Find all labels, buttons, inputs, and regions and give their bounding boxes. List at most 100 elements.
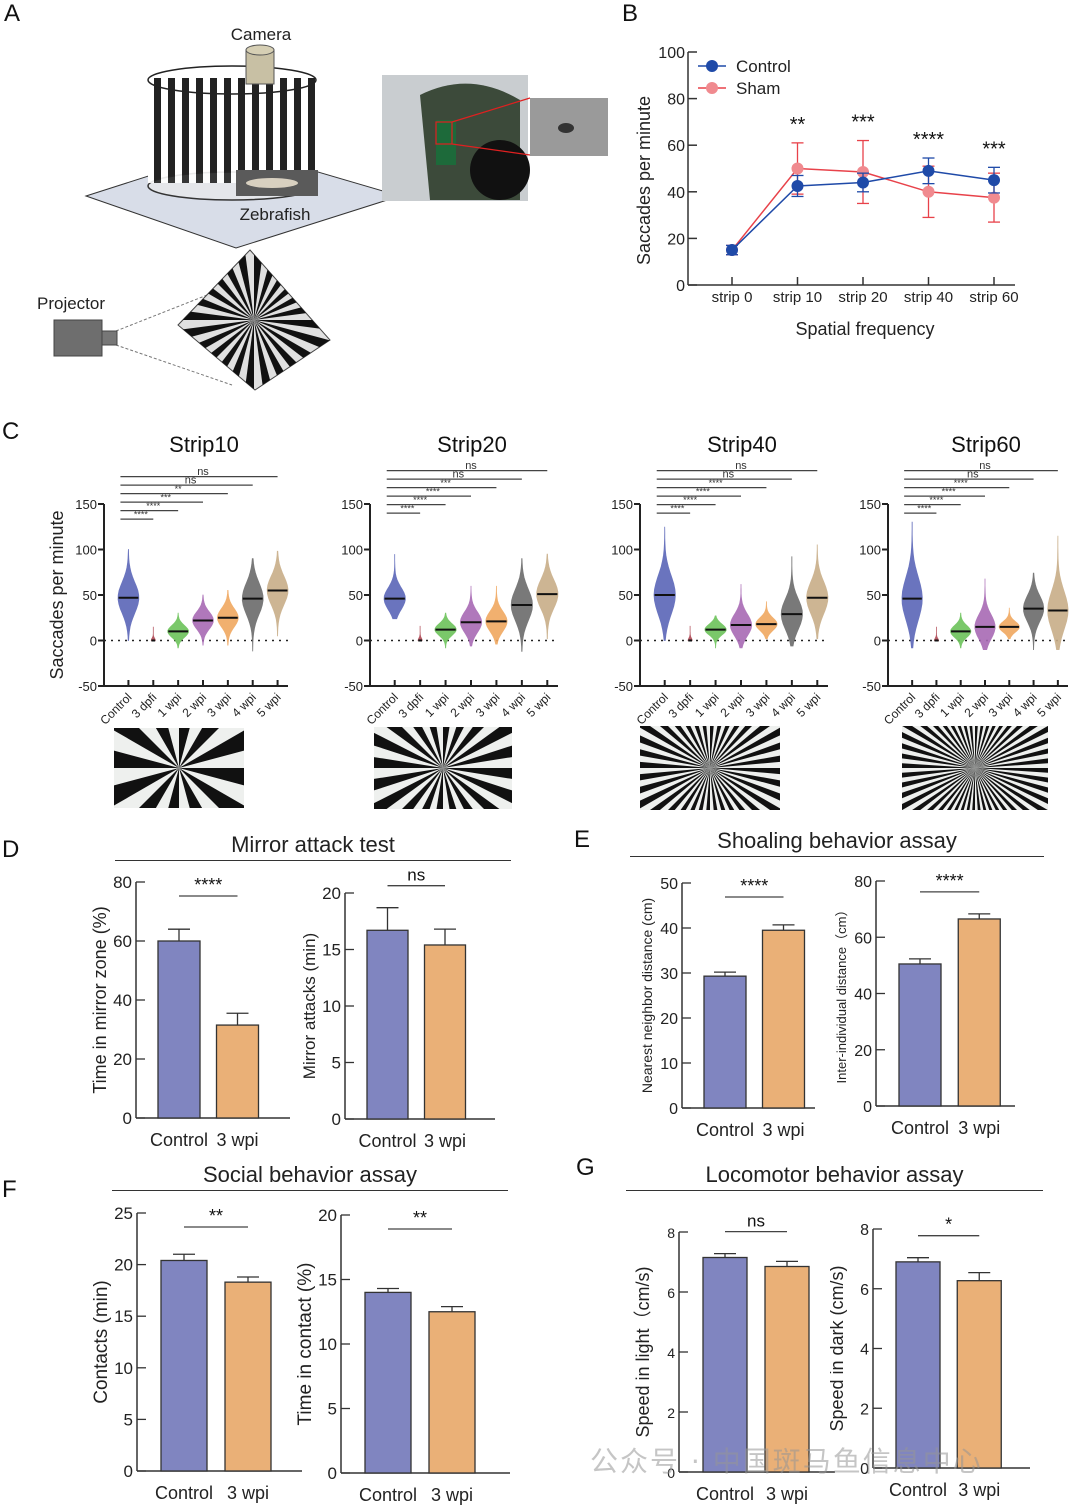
- bar-chart-inter-individual: 0 20 40 60 80 Inter-individual distance（cm） Co…: [834, 871, 1015, 1138]
- comparison-label: ****: [146, 501, 161, 511]
- panel-letter-e: E: [574, 826, 591, 853]
- y-tick-label: 50: [619, 588, 633, 603]
- comparison-label: ns: [967, 469, 979, 481]
- significance-label: ****: [740, 876, 768, 896]
- grating-ray: [902, 768, 975, 799]
- section-title-mirror-attack: Mirror attack test: [115, 832, 511, 861]
- comparison-label: ****: [917, 504, 932, 514]
- y-tick-label: 10: [322, 997, 341, 1016]
- x-tick-label: 3 wpi: [473, 690, 503, 720]
- violin-control: [117, 549, 140, 641]
- y-tick-label: 15: [114, 1307, 133, 1326]
- y-axis-title: Inter-individual distance（cm）: [834, 904, 849, 1084]
- comparison-label: ****: [670, 504, 685, 514]
- bar-3-wpi: [764, 1265, 810, 1473]
- y-tick-label: 20: [114, 1256, 133, 1275]
- legend-marker: [706, 60, 718, 72]
- y-tick-label: 0: [124, 1462, 133, 1481]
- y-tick-label: 15: [318, 1271, 337, 1290]
- x-tick-label: 5 wpi: [524, 690, 554, 720]
- setup-schematic: Camera Zebrafish Projector: [37, 25, 608, 391]
- y-tick-label: 6: [667, 1285, 675, 1301]
- grating-ray: [443, 768, 512, 804]
- y-axis-title: Contacts (min): [91, 1280, 112, 1404]
- y-tick-label: 40: [854, 987, 872, 1004]
- grating-ray: [139, 768, 179, 808]
- y-tick-label: 60: [113, 932, 132, 951]
- grating-ray: [960, 768, 975, 810]
- violin-4-wpi: [780, 556, 803, 647]
- y-tick-label: 0: [332, 1110, 341, 1129]
- data-point: [791, 179, 804, 192]
- chart-title: Strip20: [437, 432, 507, 457]
- y-tick-label: -50: [344, 679, 363, 694]
- legend-label: Sham: [736, 79, 780, 98]
- y-tick-label: 50: [83, 588, 97, 603]
- y-tick-label: 40: [113, 991, 132, 1010]
- x-tick-label: 2 wpi: [717, 690, 747, 720]
- violin-2-wpi: [729, 584, 753, 649]
- y-tick-label: 2: [667, 1405, 675, 1421]
- grating-ray: [640, 768, 710, 809]
- comparison-label: ***: [160, 493, 171, 503]
- comparison-label: ****: [426, 487, 441, 497]
- violin-control: [653, 526, 676, 641]
- x-tick-label: strip 40: [904, 289, 953, 306]
- grating-ray: [975, 768, 1048, 810]
- grating-ray: [975, 726, 984, 768]
- x-tick-label: 1 wpi: [155, 690, 185, 720]
- comparison-label: ns: [735, 460, 747, 472]
- y-tick-label: 100: [859, 543, 881, 558]
- x-tick-label: 3 dpfi: [912, 690, 943, 721]
- comparison-label: ****: [954, 478, 969, 488]
- y-tick-label: 10: [318, 1335, 337, 1354]
- grating-ray: [413, 727, 443, 768]
- comparison-label: **: [175, 484, 183, 494]
- x-axis-title: Spatial frequency: [795, 319, 934, 339]
- x-tick-label: strip 60: [969, 289, 1018, 306]
- y-tick-label: 5: [328, 1400, 337, 1419]
- data-point: [857, 176, 869, 189]
- section-title-locomotor: Locomotor behavior assay: [626, 1162, 1043, 1191]
- grating-ray: [975, 726, 1012, 768]
- x-tick-label: 1 wpi: [692, 690, 722, 720]
- fish-shape: [246, 178, 298, 188]
- x-tick-label: 1 wpi: [937, 690, 967, 720]
- x-tick-label: 3 wpi: [204, 690, 234, 720]
- x-tick-label: Control: [889, 1480, 947, 1500]
- y-tick-label: 100: [611, 543, 633, 558]
- grating-ray: [975, 726, 990, 768]
- grating-ray: [640, 726, 710, 768]
- comparison-label: ****: [696, 487, 711, 497]
- data-point: [922, 185, 935, 198]
- y-tick-label: 20: [318, 1206, 337, 1225]
- grating-ray: [254, 320, 330, 366]
- grating-ray: [178, 304, 254, 320]
- bar-control: [702, 1256, 748, 1473]
- y-tick-label: 8: [667, 1225, 675, 1241]
- bar-control: [364, 1291, 412, 1474]
- data-point: [922, 164, 935, 177]
- zoomed-fish-photo: [530, 98, 608, 156]
- violin-3-dpfi: [687, 625, 693, 641]
- x-tick-label: Control: [150, 1130, 208, 1150]
- y-axis-title: Time in mirror zone (%): [90, 906, 110, 1093]
- y-tick-label: 40: [660, 921, 678, 938]
- comparison-label: ****: [134, 510, 149, 520]
- y-tick-label: 50: [660, 876, 678, 893]
- grating-ray: [902, 768, 975, 810]
- x-tick-label: 5 wpi: [794, 690, 824, 720]
- significance-label: **: [413, 1208, 427, 1228]
- x-tick-label: 3 wpi: [424, 1131, 466, 1151]
- violin-5-wpi: [806, 544, 829, 640]
- grating-ray: [912, 768, 975, 810]
- violin-2-wpi: [459, 585, 483, 647]
- grating-ray: [975, 768, 1048, 773]
- grating-ray: [972, 768, 975, 810]
- significance-label: ****: [194, 875, 222, 895]
- chart-title: Strip60: [951, 432, 1021, 457]
- y-tick-label: -50: [614, 679, 633, 694]
- violin-3-wpi: [485, 585, 508, 645]
- panel-letter-d: D: [2, 836, 20, 863]
